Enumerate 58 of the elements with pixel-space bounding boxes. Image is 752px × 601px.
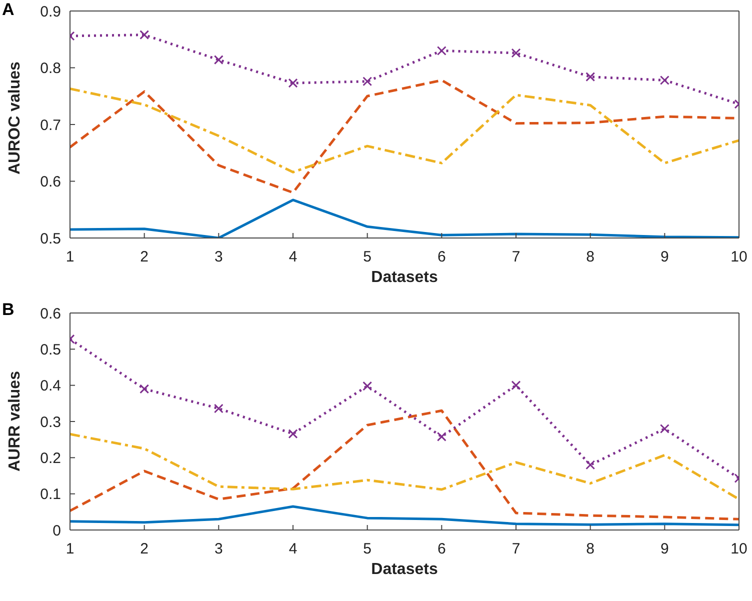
x-tick-label: 9: [660, 248, 669, 266]
point: [586, 72, 596, 82]
x-tick-label: 1: [66, 540, 74, 558]
y-tick-label: 0.2: [40, 450, 61, 467]
x-tick-label: 7: [512, 540, 520, 558]
x-tick-label: 1: [66, 248, 74, 266]
point: [660, 75, 670, 85]
x-tick-label: 7: [512, 248, 520, 266]
point: [362, 381, 372, 391]
chart-title: B: [2, 300, 14, 320]
y-tick-label: 0.9: [40, 3, 61, 20]
x-axis-title: Datasets: [371, 561, 438, 578]
x-tick-label: 2: [140, 248, 149, 266]
y-axis-title: AUROC values: [6, 61, 24, 174]
point: [436, 46, 446, 56]
point: [362, 76, 372, 86]
y-tick-label: 0.5: [40, 341, 61, 358]
y-tick-label: 0.7: [40, 116, 61, 134]
chart-title: A: [2, 0, 14, 20]
point: [586, 460, 596, 470]
point: [436, 432, 446, 442]
y-tick-label: 0.3: [40, 414, 61, 431]
point: [511, 48, 521, 58]
y-tick-label: 0.6: [40, 305, 61, 322]
point: [511, 380, 521, 390]
x-tick-label: 8: [586, 248, 595, 266]
y-tick-label: 0.1: [40, 486, 61, 504]
line-series: [70, 505, 739, 526]
x-tick-label: 8: [586, 540, 595, 558]
point: [660, 424, 670, 434]
line-series: [70, 409, 739, 520]
x-tick-label: 5: [363, 248, 372, 266]
x-tick-label: 3: [214, 248, 223, 266]
x-tick-label: 3: [214, 540, 223, 558]
x-tick-label: 4: [288, 540, 298, 558]
y-tick-label: 0.5: [40, 230, 61, 248]
point: [214, 55, 224, 65]
x-tick-label: 10: [730, 248, 748, 266]
y-tick-label: 0: [52, 522, 61, 540]
y-tick-label: 0.4: [40, 378, 61, 395]
y-tick-label: 0.8: [40, 60, 61, 78]
line-series: [70, 88, 739, 174]
point: [288, 429, 298, 439]
x-tick-label: 6: [437, 540, 446, 558]
y-tick-label: 0.6: [40, 174, 61, 191]
x-tick-label: 4: [288, 248, 298, 266]
x-tick-label: 6: [437, 248, 446, 266]
x-axis-title: Datasets: [371, 269, 438, 286]
y-axis-title: AURR values: [6, 370, 24, 472]
x-tick-label: 5: [363, 540, 372, 558]
x-tick-label: 10: [730, 540, 748, 558]
point: [140, 384, 150, 394]
line-series: [70, 432, 739, 501]
x-tick-label: 2: [140, 540, 149, 558]
point: [140, 30, 150, 40]
x-tick-label: 9: [660, 540, 669, 558]
point: [214, 404, 224, 414]
point: [288, 78, 298, 88]
